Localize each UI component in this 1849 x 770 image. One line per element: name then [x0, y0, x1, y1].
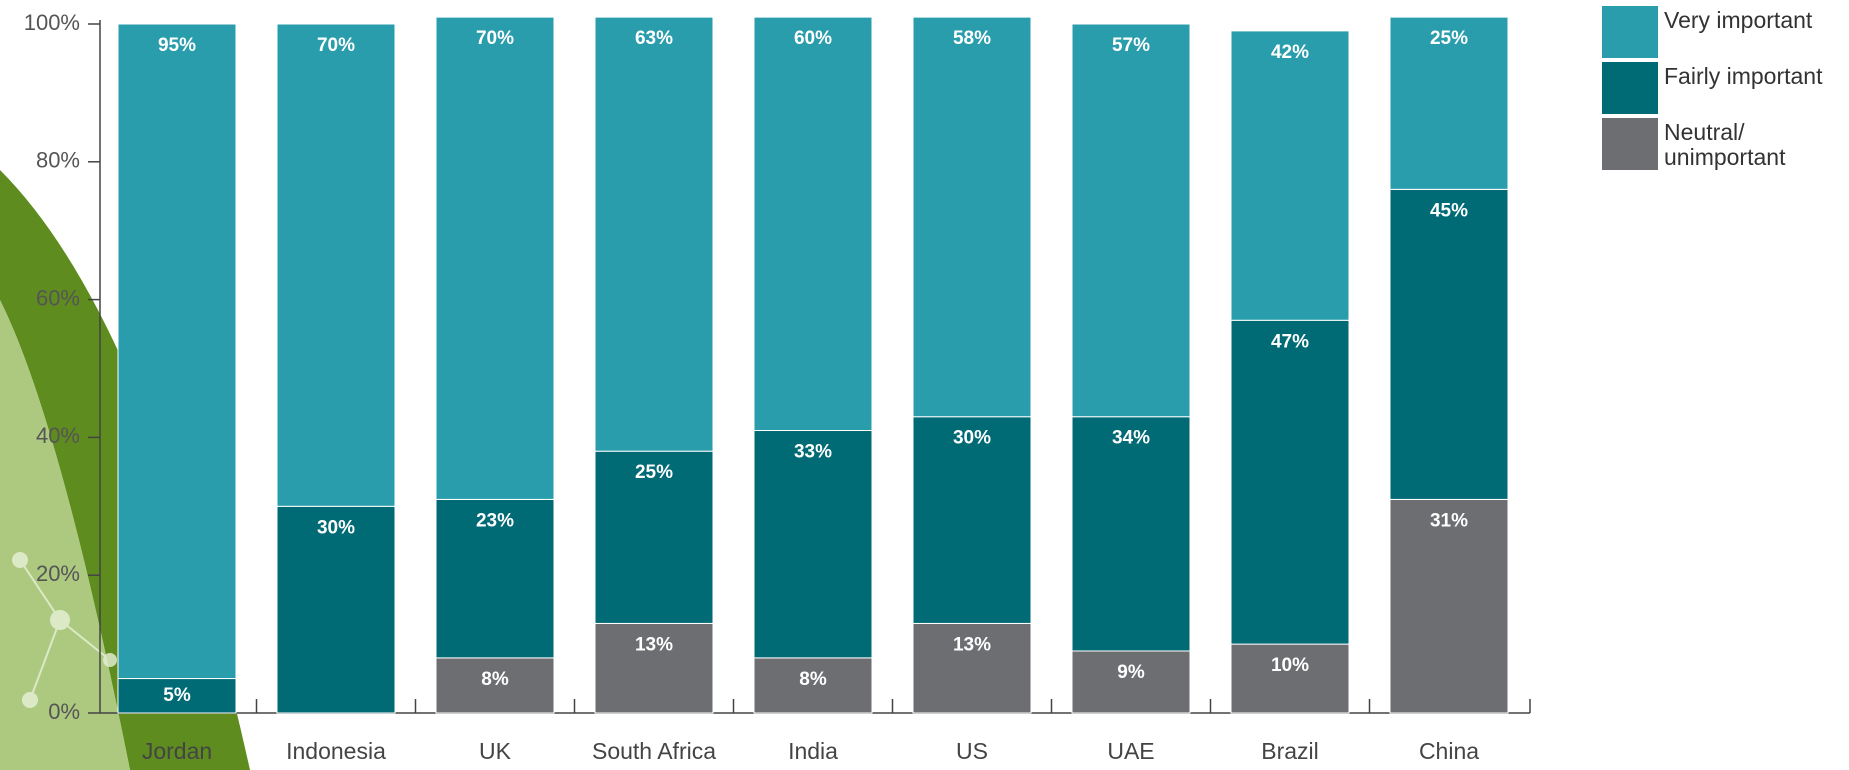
value-label: 8%: [799, 669, 827, 690]
bar-segment: [1071, 650, 1191, 714]
value-label: 5%: [163, 685, 191, 706]
value-label: 58%: [953, 28, 991, 49]
legend-item: Fairly important: [1602, 62, 1842, 118]
y-tick-label: 0%: [48, 699, 80, 724]
value-label: 33%: [794, 442, 832, 463]
value-label: 34%: [1112, 428, 1150, 449]
value-label: 70%: [317, 35, 355, 56]
value-label: 13%: [635, 634, 673, 655]
decoration: [12, 552, 117, 708]
x-tick-label: China: [1419, 738, 1479, 764]
value-label: 95%: [158, 35, 196, 56]
y-tick-label: 40%: [36, 423, 80, 448]
bar-segment: [1389, 498, 1509, 714]
x-tick-label: UK: [479, 738, 512, 764]
value-label: 25%: [1430, 28, 1468, 49]
bar-segment: [1230, 643, 1350, 714]
value-label: 31%: [1430, 510, 1468, 531]
bar-segment: [1071, 23, 1191, 418]
legend-label: Neutral/ unimportant: [1664, 119, 1786, 170]
bar-segment: [1230, 30, 1350, 321]
bar-segment: [594, 16, 714, 452]
x-tick-label: Indonesia: [286, 738, 386, 764]
value-label: 30%: [317, 517, 355, 538]
value-label: 8%: [481, 669, 509, 690]
value-label: 70%: [476, 28, 514, 49]
value-label: 25%: [635, 462, 673, 483]
legend-item: Neutral/ unimportant: [1602, 118, 1842, 174]
bar-segment: [753, 430, 873, 659]
legend-swatch: [1602, 6, 1658, 58]
y-tick-label: 60%: [36, 285, 80, 310]
bar-segment: [594, 450, 714, 624]
bar-segment: [753, 16, 873, 432]
y-tick-label: 20%: [36, 561, 80, 586]
bar-segment: [276, 23, 396, 507]
x-tick-label: Brazil: [1261, 738, 1319, 764]
x-tick-label: UAE: [1107, 738, 1154, 764]
bar-segment: [594, 622, 714, 714]
x-tick-label: India: [788, 738, 838, 764]
legend-swatch: [1602, 118, 1658, 170]
value-label: 60%: [794, 28, 832, 49]
value-label: 9%: [1117, 662, 1145, 683]
value-label: 13%: [953, 634, 991, 655]
bar-segment: [117, 23, 237, 680]
bar-segment: [435, 16, 555, 500]
legend: Very important Fairly important Neutral/ u…: [1602, 6, 1842, 174]
bar-segment: [117, 678, 237, 714]
legend-label: Very important: [1664, 7, 1813, 33]
bar-segment: [912, 16, 1032, 418]
value-label: 63%: [635, 28, 673, 49]
x-tick-label: Jordan: [142, 738, 212, 764]
x-tick-label: US: [956, 738, 988, 764]
legend-swatch: [1602, 62, 1658, 114]
x-tick-label: South Africa: [592, 738, 716, 764]
value-label: 42%: [1271, 42, 1309, 63]
value-label: 10%: [1271, 655, 1309, 676]
bar-segment: [1071, 416, 1191, 652]
legend-label: Fairly important: [1664, 63, 1823, 89]
bar-segment: [912, 622, 1032, 714]
bar-segment: [753, 657, 873, 714]
y-tick-label: 100%: [24, 10, 80, 35]
y-tick-label: 80%: [36, 148, 80, 173]
bar-segment: [1389, 188, 1509, 500]
legend-item: Very important: [1602, 6, 1842, 62]
bar-segment: [1230, 319, 1350, 645]
value-label: 57%: [1112, 35, 1150, 56]
value-label: 45%: [1430, 200, 1468, 221]
value-label: 47%: [1271, 331, 1309, 352]
bar-segment: [435, 657, 555, 714]
value-label: 30%: [953, 428, 991, 449]
bar-segment: [276, 505, 396, 714]
value-label: 23%: [476, 510, 514, 531]
decoration: [0, 300, 130, 770]
bar-segment: [1389, 16, 1509, 190]
bar-segment: [435, 498, 555, 659]
bar-segment: [912, 416, 1032, 624]
